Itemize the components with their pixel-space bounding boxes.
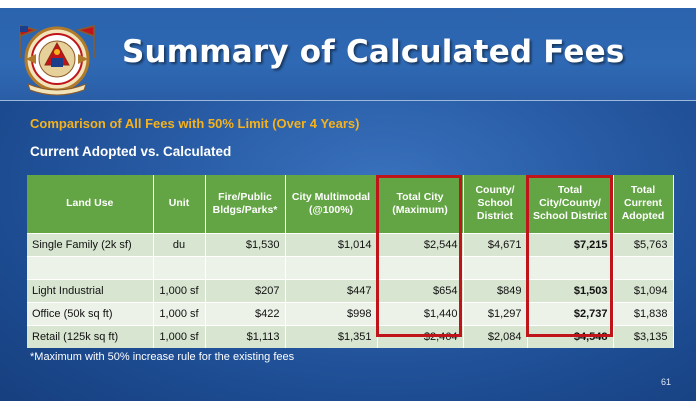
fees-table: Land Use Unit Fire/Public Bldgs/Parks* C… — [27, 175, 674, 348]
footnote: *Maximum with 50% increase rule for the … — [30, 351, 295, 363]
cell-land-use: Light Industrial — [27, 278, 154, 302]
cell-total-city: $654 — [377, 278, 464, 302]
cell-empty — [205, 255, 286, 279]
cell-city-multimodal: $1,014 — [285, 232, 378, 256]
cell-total-city: $1,440 — [377, 301, 464, 325]
table-row: Office (50k sq ft) 1,000 sf $422 $998 $1… — [27, 301, 674, 325]
cell-city-multimodal: $1,351 — [285, 324, 378, 348]
table-row-spacer — [27, 255, 674, 279]
col-header-fire-public: Fire/Public Bldgs/Parks* — [205, 175, 286, 233]
cell-unit: 1,000 sf — [153, 278, 206, 302]
cell-total-city: $2,464 — [377, 324, 464, 348]
cell-fire-public: $207 — [205, 278, 286, 302]
cell-empty — [285, 255, 378, 279]
cell-unit: du — [153, 232, 206, 256]
cell-empty — [153, 255, 206, 279]
cell-total-city-county-school: $7,215 — [527, 232, 614, 256]
cell-empty — [463, 255, 528, 279]
cell-county-school: $849 — [463, 278, 528, 302]
col-header-total-city-county-school: Total City/County/ School District — [527, 175, 614, 233]
cell-empty — [527, 255, 614, 279]
cell-land-use: Retail (125k sq ft) — [27, 324, 154, 348]
cell-empty — [27, 255, 154, 279]
cell-unit: 1,000 sf — [153, 324, 206, 348]
col-header-total-current: Total Current Adopted — [613, 175, 674, 233]
cell-fire-public: $1,113 — [205, 324, 286, 348]
cell-county-school: $4,671 — [463, 232, 528, 256]
cell-total-city-county-school: $2,737 — [527, 301, 614, 325]
cell-total-current: $1,094 — [613, 278, 674, 302]
cell-empty — [613, 255, 674, 279]
table-row: Single Family (2k sf) du $1,530 $1,014 $… — [27, 232, 674, 256]
cell-total-current: $1,838 — [613, 301, 674, 325]
cell-city-multimodal: $447 — [285, 278, 378, 302]
cell-empty — [377, 255, 464, 279]
cell-fire-public: $422 — [205, 301, 286, 325]
cell-fire-public: $1,530 — [205, 232, 286, 256]
cell-land-use: Single Family (2k sf) — [27, 232, 154, 256]
subtitle-comparison: Comparison of All Fees with 50% Limit (O… — [30, 116, 360, 131]
col-header-land-use: Land Use — [27, 175, 154, 233]
city-seal-icon — [19, 25, 95, 96]
cell-total-city-county-school: $1,503 — [527, 278, 614, 302]
table-row: Retail (125k sq ft) 1,000 sf $1,113 $1,3… — [27, 324, 674, 348]
cell-total-current: $3,135 — [613, 324, 674, 348]
cell-total-city: $2,544 — [377, 232, 464, 256]
subtitle-current-vs-calculated: Current Adopted vs. Calculated — [30, 144, 232, 159]
title-band — [0, 8, 696, 100]
cell-total-city-county-school: $4,548 — [527, 324, 614, 348]
cell-county-school: $1,297 — [463, 301, 528, 325]
slide-title: Summary of Calculated Fees — [122, 34, 625, 70]
table-row: Light Industrial 1,000 sf $207 $447 $654… — [27, 278, 674, 302]
cell-land-use: Office (50k sq ft) — [27, 301, 154, 325]
cell-city-multimodal: $998 — [285, 301, 378, 325]
slide: Summary of Calculated Fees Comparison of… — [0, 8, 696, 401]
page-number: 61 — [661, 377, 672, 387]
table-header-row: Land Use Unit Fire/Public Bldgs/Parks* C… — [27, 175, 674, 233]
top-strip — [0, 0, 696, 8]
col-header-city-multimodal: City Multimodal (@100%) — [285, 175, 378, 233]
col-header-total-city: Total City (Maximum) — [377, 175, 464, 233]
col-header-county-school: County/ School District — [463, 175, 528, 233]
title-divider — [0, 100, 696, 101]
cell-county-school: $2,084 — [463, 324, 528, 348]
cell-unit: 1,000 sf — [153, 301, 206, 325]
cell-total-current: $5,763 — [613, 232, 674, 256]
col-header-unit: Unit — [153, 175, 206, 233]
